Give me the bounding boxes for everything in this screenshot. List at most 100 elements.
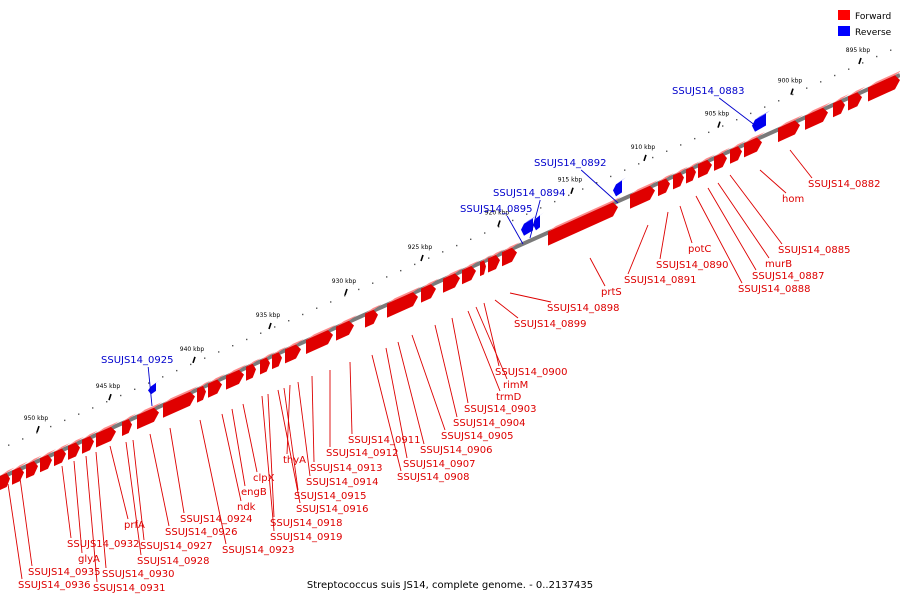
scale-dot	[638, 163, 640, 165]
reverse-gene-arrow	[148, 382, 156, 395]
scale-dot	[876, 55, 878, 58]
forward-gene-arrow-top	[443, 267, 463, 279]
forward-gene-arrow-top	[387, 286, 421, 304]
gene-label-ndk: ndk	[237, 502, 256, 513]
forward-gene-arrow	[246, 363, 256, 381]
gene-leader-line	[411, 334, 446, 431]
forward-gene-arrow	[197, 385, 206, 403]
forward-gene-arrow	[272, 352, 282, 370]
scale-dot	[358, 288, 360, 291]
forward-gene-arrow	[805, 107, 828, 130]
gene-leader-line	[169, 427, 185, 514]
forward-gene-arrow-top	[122, 413, 137, 422]
gene-leader-line	[199, 419, 227, 545]
forward-gene-arrow	[336, 320, 354, 341]
gene-label-ssujs14_0900: SSUJS14_0900	[495, 367, 568, 378]
gene-label-ssujs14_0894: SSUJS14_0894	[493, 188, 566, 199]
gene-label-ssujs14_0915: SSUJS14_0915	[294, 491, 367, 502]
scale-dot	[330, 301, 332, 303]
scale-dot	[736, 119, 738, 121]
forward-gene-arrow-top	[698, 154, 716, 165]
scale-tick-label: 920 kbp	[485, 209, 510, 216]
scale-dot	[232, 345, 234, 347]
scale-dot	[134, 388, 136, 391]
scale-dot	[288, 320, 290, 322]
gene-leader-line	[717, 182, 770, 259]
scale-tick-label: 935 kbp	[256, 312, 281, 319]
gene-leader-line	[242, 403, 258, 473]
gene-label-ssujs14_0912: SSUJS14_0912	[326, 448, 399, 459]
forward-gene-arrow-top	[12, 461, 28, 471]
scale-dot	[568, 194, 570, 197]
scale-tick	[192, 356, 196, 364]
scale-tick	[643, 154, 647, 162]
reverse-gene-arrow-top	[151, 379, 160, 387]
gene-leader-line	[659, 211, 669, 260]
gene-label-ssujs14_0883: SSUJS14_0883	[672, 86, 745, 97]
scale-dot	[8, 444, 10, 446]
legend: Forward Reverse	[838, 10, 892, 38]
gene-label-ssujs14_0924: SSUJS14_0924	[180, 514, 253, 525]
scale-dot	[512, 219, 514, 222]
forward-gene-arrow-top	[673, 166, 689, 176]
forward-gene-arrow	[208, 379, 222, 398]
gene-label-ssujs14_0936: SSUJS14_0936	[18, 580, 91, 591]
scale-dot	[414, 263, 416, 266]
scale-dot	[428, 257, 430, 259]
gene-label-ssujs14_0914: SSUJS14_0914	[306, 477, 379, 488]
forward-gene-arrow	[488, 254, 500, 273]
scale-dot	[190, 363, 192, 366]
forward-gene-arrow-top	[82, 430, 98, 440]
reverse-gene-arrow-top	[755, 110, 770, 120]
gene-label-ssujs14_0927: SSUJS14_0927	[140, 541, 213, 552]
gene-label-ssujs14_0935: SSUJS14_0935	[28, 567, 101, 578]
scale-dot	[554, 200, 556, 203]
gene-label-rimm: rimM	[503, 380, 528, 391]
reverse-gene-arrow-top	[536, 212, 544, 219]
gene-leader-line	[494, 299, 519, 319]
scale-dot	[148, 382, 150, 384]
forward-gene-arrow	[714, 153, 727, 171]
forward-gene-arrow	[365, 309, 378, 328]
gene-label-trmd: trmD	[496, 392, 522, 403]
forward-gene-arrow-top	[260, 351, 275, 361]
gene-label-thya: thyA	[283, 455, 306, 466]
scale-dot	[722, 125, 724, 127]
gene-leader-line	[221, 413, 242, 502]
gene-label-ssujs14_0913: SSUJS14_0913	[310, 463, 383, 474]
scale-dot	[274, 326, 276, 328]
scale-dot	[386, 276, 388, 278]
gene-leader-line	[149, 433, 170, 527]
forward-gene-arrow-top	[285, 338, 304, 350]
gene-leader-line	[231, 408, 246, 487]
scale-dot	[400, 269, 402, 272]
gene-label-ssujs14_0892: SSUJS14_0892	[534, 158, 607, 169]
scale-tick	[268, 322, 272, 330]
gene-label-ssujs14_0930: SSUJS14_0930	[102, 569, 175, 580]
scale-dot	[806, 87, 808, 89]
gene-leader-line	[349, 361, 353, 435]
gene-label-potc: potC	[688, 244, 711, 255]
forward-gene-arrow-top	[68, 436, 84, 446]
forward-gene-arrow	[82, 436, 94, 454]
gene-leader-line	[109, 445, 129, 520]
scale-dot	[78, 413, 80, 415]
gene-leader-line	[580, 169, 619, 204]
scale-tick-label: 915 kbp	[558, 177, 583, 184]
gene-leader-line	[718, 97, 757, 127]
scale-dot	[694, 137, 696, 140]
forward-gene-arrow	[306, 330, 333, 354]
gene-leader-line	[371, 354, 402, 472]
gene-label-murb: murB	[765, 259, 792, 270]
gene-label-ssujs14_0926: SSUJS14_0926	[165, 527, 238, 538]
gene-label-ssujs14_0925: SSUJS14_0925	[101, 355, 174, 366]
gene-leader-line	[589, 257, 606, 287]
scale-dot	[22, 438, 24, 440]
scale-tick	[497, 220, 501, 227]
scale-dot	[64, 419, 66, 422]
scale-tick-label: 930 kbp	[332, 278, 357, 285]
gene-label-ssujs14_0891: SSUJS14_0891	[624, 275, 697, 286]
gene-leader-line	[19, 477, 33, 567]
forward-gene-arrow	[480, 260, 486, 277]
scale-dot	[596, 182, 598, 184]
